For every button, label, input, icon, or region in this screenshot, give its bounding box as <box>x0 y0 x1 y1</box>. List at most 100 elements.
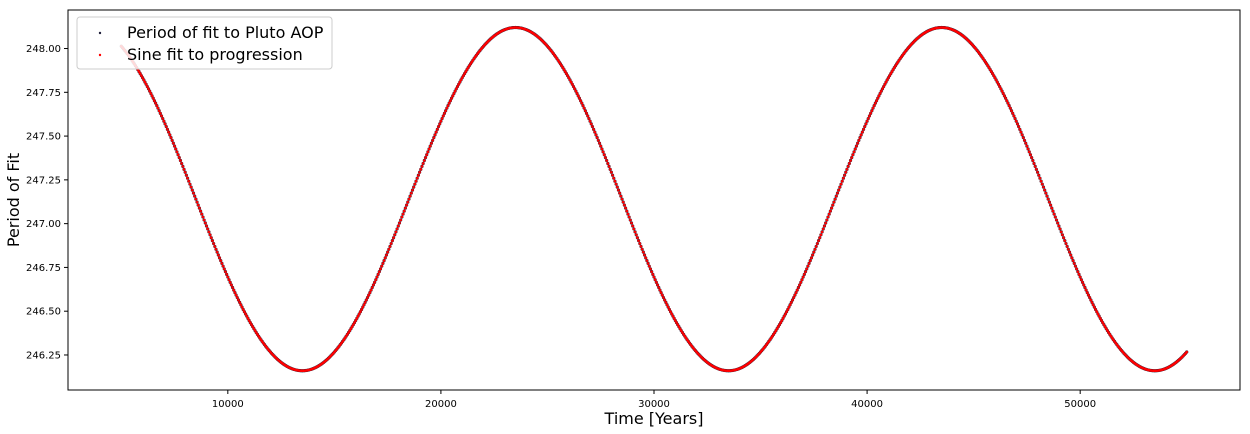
scatter-point <box>209 236 213 240</box>
scatter-point <box>346 333 349 336</box>
scatter-point <box>151 96 155 100</box>
scatter-point <box>1046 197 1050 201</box>
scatter-point <box>598 141 601 145</box>
series-2 <box>119 26 1189 373</box>
scatter-point <box>997 82 1000 86</box>
scatter-point <box>668 308 671 311</box>
scatter-point <box>808 259 812 262</box>
scatter-point <box>778 323 781 326</box>
scatter-point <box>162 119 166 123</box>
scatter-point <box>575 92 579 95</box>
scatter-point <box>631 224 634 228</box>
scatter-point <box>1050 206 1054 210</box>
scatter-point <box>424 156 427 159</box>
scatter-point <box>676 323 679 326</box>
scatter-point <box>1072 262 1076 265</box>
scatter-point <box>584 109 587 113</box>
scatter-point <box>201 215 205 219</box>
scatter-point <box>449 99 452 102</box>
y-tick-label: 247.25 <box>26 175 61 186</box>
scatter-point <box>434 130 438 134</box>
scatter-point <box>464 70 468 73</box>
scatter-point <box>866 117 870 120</box>
scatter-point <box>459 78 463 82</box>
scatter-point <box>649 267 652 271</box>
scatter-point <box>650 270 653 273</box>
scatter-point <box>859 133 863 137</box>
scatter-point <box>1058 227 1062 231</box>
scatter-point <box>835 194 838 198</box>
scatter-point <box>1070 256 1074 260</box>
scatter-point <box>889 72 893 75</box>
scatter-point <box>142 78 146 82</box>
scatter-point <box>672 317 676 320</box>
scatter-point <box>398 221 401 225</box>
scatter-point <box>362 303 366 307</box>
scatter-point <box>780 319 784 322</box>
y-axis-ticks: 246.25 246.50 246.75 247.00 247.25 247.50 247.… <box>26 44 68 361</box>
legend-marker-series-2 <box>98 53 102 57</box>
scatter-point <box>604 156 607 159</box>
scatter-point <box>810 256 813 260</box>
legend-label-series-1: Period of fit to Pluto AOP <box>127 23 324 42</box>
scatter-point <box>418 170 421 174</box>
scatter-point <box>865 119 869 123</box>
scatter-point <box>393 233 397 237</box>
scatter-point <box>1051 209 1055 213</box>
scatter-point <box>585 112 588 115</box>
y-tick-label: 247.50 <box>26 132 61 143</box>
scatter-point <box>233 291 237 294</box>
scatter-point <box>634 233 638 237</box>
scatter-point <box>1093 305 1096 309</box>
scatter-point <box>814 245 818 248</box>
scatter-point <box>681 331 684 334</box>
scatter-point <box>455 87 458 91</box>
scatter-point <box>779 321 782 324</box>
scatter-point <box>376 273 380 276</box>
scatter-point <box>224 270 227 273</box>
scatter-point <box>632 227 636 231</box>
x-tick-label: 30000 <box>638 399 670 410</box>
scatter-point <box>1041 182 1044 186</box>
scatter-point <box>884 80 888 84</box>
scatter-point <box>823 224 826 228</box>
scatter-point <box>159 112 162 115</box>
scatter-point <box>446 104 450 107</box>
x-tick-label: 20000 <box>425 399 457 410</box>
scatter-point <box>655 281 658 284</box>
scatter-point <box>357 312 361 316</box>
scatter-point <box>373 281 376 284</box>
scatter-point <box>445 106 449 110</box>
scatter-point <box>1027 150 1031 154</box>
scatter-point <box>250 323 253 326</box>
scatter-point <box>160 114 163 118</box>
scatter-point <box>214 248 218 251</box>
scatter-point <box>599 144 603 148</box>
scatter-point <box>228 281 232 284</box>
scatter-point <box>1087 293 1090 297</box>
scatter-point <box>153 99 156 102</box>
scatter-point <box>1097 314 1101 318</box>
scatter-point <box>352 323 355 326</box>
scatter-point <box>993 76 997 80</box>
scatter-point <box>998 85 1001 88</box>
scatter-point <box>663 298 666 302</box>
scatter-point <box>872 104 876 107</box>
scatter-point <box>221 264 225 268</box>
scatter-point <box>855 144 858 148</box>
scatter-point <box>1020 133 1024 137</box>
scatter-point <box>1068 250 1071 254</box>
scatter-point <box>869 112 872 115</box>
scatter-point <box>392 236 395 240</box>
scatter-point <box>568 78 572 82</box>
scatter-point <box>881 87 884 91</box>
scatter-point <box>245 314 249 318</box>
scatter-point <box>359 310 362 314</box>
scatter-point <box>1042 185 1045 189</box>
scatter-point <box>1043 188 1046 192</box>
scatter-point <box>845 168 849 171</box>
scatter-point <box>172 141 175 145</box>
scatter-point <box>1075 267 1078 271</box>
scatter-point <box>659 291 663 294</box>
scatter-point <box>868 114 871 118</box>
